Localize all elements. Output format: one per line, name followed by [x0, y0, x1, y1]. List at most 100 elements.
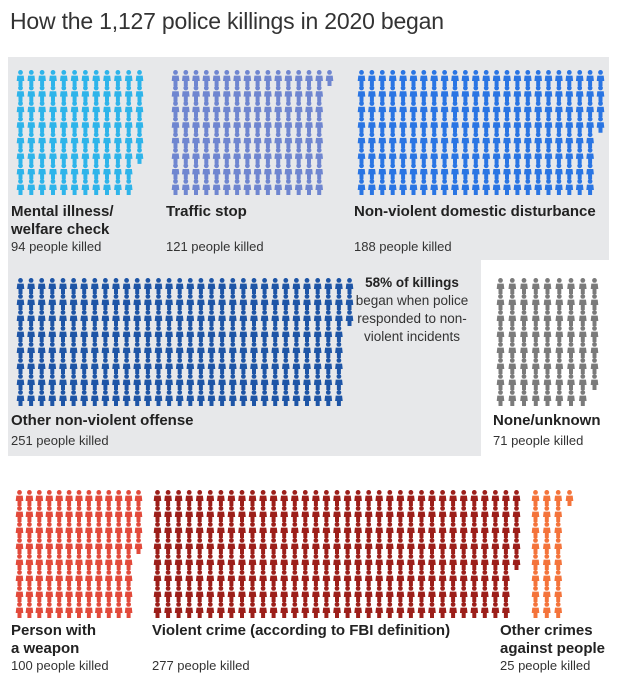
person-figure-violent [248, 554, 257, 570]
person-figure-offense [175, 374, 184, 390]
person-figure-violent [481, 522, 489, 538]
person-figure-othercrimes [531, 522, 540, 538]
person-figure-violent [449, 538, 457, 554]
person-figure-offense [260, 326, 269, 342]
person-figure-offense [324, 310, 333, 326]
person-figure-unknown [567, 294, 575, 310]
person-figure-traffic [253, 101, 262, 118]
person-figure-violent [333, 490, 341, 506]
person-figure-violent [407, 538, 415, 554]
person-figure-offense [229, 310, 237, 326]
person-figure-traffic [315, 147, 323, 164]
person-figure-domestic [409, 85, 418, 102]
person-figure-offense [69, 390, 78, 406]
person-figure-violent [195, 554, 204, 570]
person-figure-traffic [243, 116, 252, 133]
person-figure-offense [303, 342, 311, 358]
person-figure-violent [269, 554, 278, 570]
person-figure-violent [481, 570, 489, 586]
person-figure-domestic [388, 85, 397, 102]
person-figure-unknown [555, 374, 564, 390]
person-figure-violent [333, 570, 341, 586]
person-figure-violent [449, 490, 457, 506]
person-figure-domestic [388, 179, 397, 195]
person-figure-violent [333, 602, 341, 618]
person-figure-violent [301, 602, 310, 618]
person-figure-offense [144, 390, 152, 406]
label-domestic: Non-violent domestic disturbance [354, 203, 596, 220]
person-figure-violent [364, 506, 373, 522]
person-figure-traffic [274, 116, 282, 133]
person-figure-offense [271, 374, 279, 390]
person-figure-violent [396, 586, 405, 602]
person-figure-traffic [202, 85, 211, 102]
person-figure-violent [449, 506, 457, 522]
person-figure-othercrimes [554, 586, 562, 602]
person-figure-violent [459, 570, 468, 586]
person-figure-offense [80, 358, 88, 374]
person-figure-mental [81, 101, 90, 118]
person-figure-offense [218, 310, 226, 326]
person-figure-mental [27, 70, 36, 86]
person-figure-domestic [430, 179, 438, 195]
person-figure-offense [197, 358, 205, 374]
person-figure-domestic [440, 132, 449, 149]
person-figure-domestic [513, 163, 522, 180]
person-figure-weapon [95, 538, 103, 554]
person-figure-weapon [15, 506, 24, 522]
label-violent: Violent crime (according to FBI definiti… [152, 622, 451, 639]
person-figure-traffic [192, 116, 200, 133]
person-figure-violent [280, 602, 288, 618]
person-figure-offense [48, 342, 57, 358]
person-figure-offense [345, 294, 354, 310]
person-figure-violent [343, 602, 352, 618]
person-figure-domestic [357, 147, 366, 164]
label-weapon-line2: a weapon [11, 640, 80, 657]
person-figure-violent [312, 570, 320, 586]
person-figure-domestic [544, 179, 553, 195]
person-figure-weapon [35, 570, 44, 586]
person-figure-unknown [543, 310, 552, 326]
person-figure-unknown [496, 374, 505, 390]
person-figure-domestic [440, 179, 449, 195]
person-figure-violent [227, 554, 236, 570]
person-figure-unknown [590, 278, 599, 294]
person-figure-traffic [223, 132, 231, 149]
person-figure-unknown [555, 294, 564, 310]
person-figure-offense [16, 326, 25, 342]
person-figure-traffic [253, 147, 262, 164]
person-figure-offense [186, 374, 195, 390]
person-figure-domestic [409, 101, 418, 118]
person-figure-offense [207, 358, 216, 374]
person-figure-unknown [579, 390, 587, 406]
person-figure-domestic [544, 132, 553, 149]
person-figure-violent [470, 570, 479, 586]
person-figure-violent [153, 506, 162, 522]
person-figure-offense [239, 326, 248, 342]
person-figure-unknown [579, 342, 587, 358]
person-figure-unknown [520, 342, 528, 358]
person-figure-unknown [532, 294, 540, 310]
person-figure-traffic [212, 163, 221, 180]
person-figure-domestic [492, 85, 501, 102]
person-figure-offense [80, 390, 88, 406]
person-figure-unknown [567, 310, 575, 326]
person-figure-violent [217, 522, 225, 538]
person-figure-weapon [105, 554, 113, 570]
person-figure-offense [122, 374, 131, 390]
person-figure-domestic [357, 163, 366, 180]
person-figure-weapon [114, 538, 123, 554]
person-figure-weapon [95, 554, 103, 570]
person-figure-offense [27, 278, 35, 294]
person-figure-offense [335, 390, 343, 406]
person-figure-domestic [461, 179, 470, 195]
person-figure-violent [301, 586, 310, 602]
person-figure-violent [312, 538, 320, 554]
person-figure-traffic [305, 101, 313, 118]
pictogram-svg-othercrimes [531, 490, 574, 618]
person-figure-offense [260, 294, 269, 310]
person-figure-domestic [420, 179, 428, 195]
person-figure-weapon [105, 586, 113, 602]
person-figure-offense [101, 310, 110, 326]
person-figure-offense [250, 294, 258, 310]
